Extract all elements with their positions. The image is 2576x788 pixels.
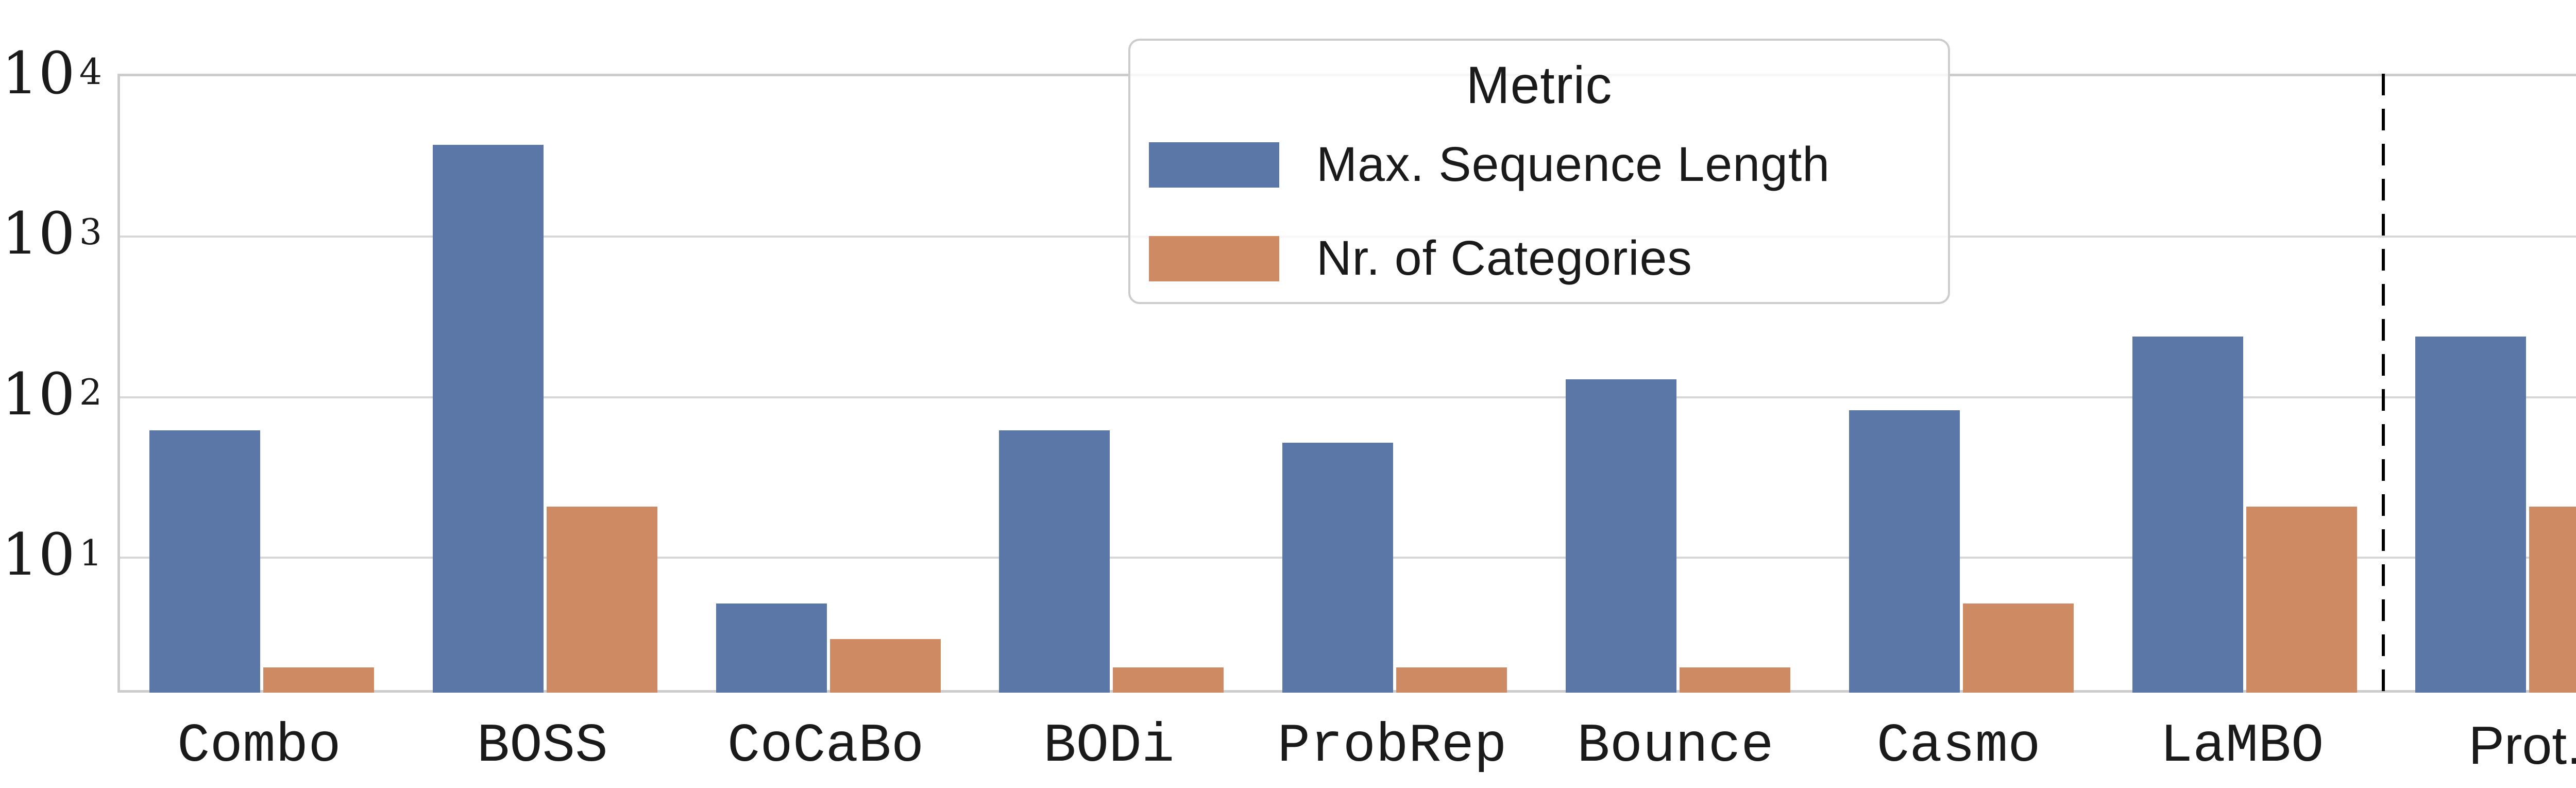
- y-tick-label: 10 3: [2, 200, 102, 268]
- x-tick-label: Casmo: [1876, 715, 2041, 777]
- legend-entry: Nr. of Categories: [1149, 230, 1692, 287]
- x-tick-label: Combo: [177, 715, 341, 777]
- bar-nr-of-categories: [546, 507, 657, 693]
- bar-max-sequence-length: [1849, 410, 1960, 693]
- legend-entry: Max. Sequence Length: [1149, 137, 1830, 193]
- x-tick-label: BODi: [1043, 715, 1175, 777]
- bar-max-sequence-length: [2415, 337, 2527, 693]
- legend-swatch-orange: [1149, 236, 1279, 281]
- y-tick-label: 10 1: [2, 522, 102, 589]
- bar-max-sequence-length: [716, 603, 827, 693]
- bar-max-sequence-length: [1565, 379, 1676, 693]
- y-tick-label: 10 2: [2, 361, 102, 428]
- bar-nr-of-categories: [1962, 603, 2074, 693]
- y-tick-label: 10 4: [2, 40, 102, 108]
- x-tick-label: LaMBO: [2160, 715, 2324, 777]
- legend-entry-label: Max. Sequence Length: [1316, 137, 1831, 192]
- x-tick-label: Bounce: [1577, 715, 1774, 777]
- x-tick-label: Prot.: [2468, 716, 2576, 776]
- x-tick-label: ProbRep: [1277, 715, 1507, 777]
- bar-nr-of-categories: [2246, 507, 2357, 693]
- bar-nr-of-categories: [1113, 667, 1224, 693]
- legend-swatch-blue: [1149, 142, 1279, 188]
- bar-nr-of-categories: [1396, 667, 1507, 693]
- gridline: [120, 396, 2576, 398]
- bar-nr-of-categories: [829, 639, 941, 693]
- legend: Metric Max. Sequence Length Nr. of Catego…: [1128, 39, 1950, 304]
- bar-nr-of-categories: [2529, 507, 2576, 693]
- x-tick-label: BOSS: [477, 715, 608, 777]
- bar-max-sequence-length: [999, 430, 1110, 693]
- bar-nr-of-categories: [1679, 667, 1790, 693]
- bar-max-sequence-length: [149, 430, 260, 693]
- bar-max-sequence-length: [2132, 337, 2243, 693]
- bar-max-sequence-length: [432, 145, 544, 693]
- x-tick-label: CoCaBo: [727, 715, 924, 777]
- bar-nr-of-categories: [263, 667, 374, 693]
- legend-entry-label: Nr. of Categories: [1316, 231, 1692, 286]
- separator-dashed-line: [2382, 74, 2385, 693]
- legend-title: Metric: [1466, 56, 1613, 114]
- bar-max-sequence-length: [1282, 443, 1394, 693]
